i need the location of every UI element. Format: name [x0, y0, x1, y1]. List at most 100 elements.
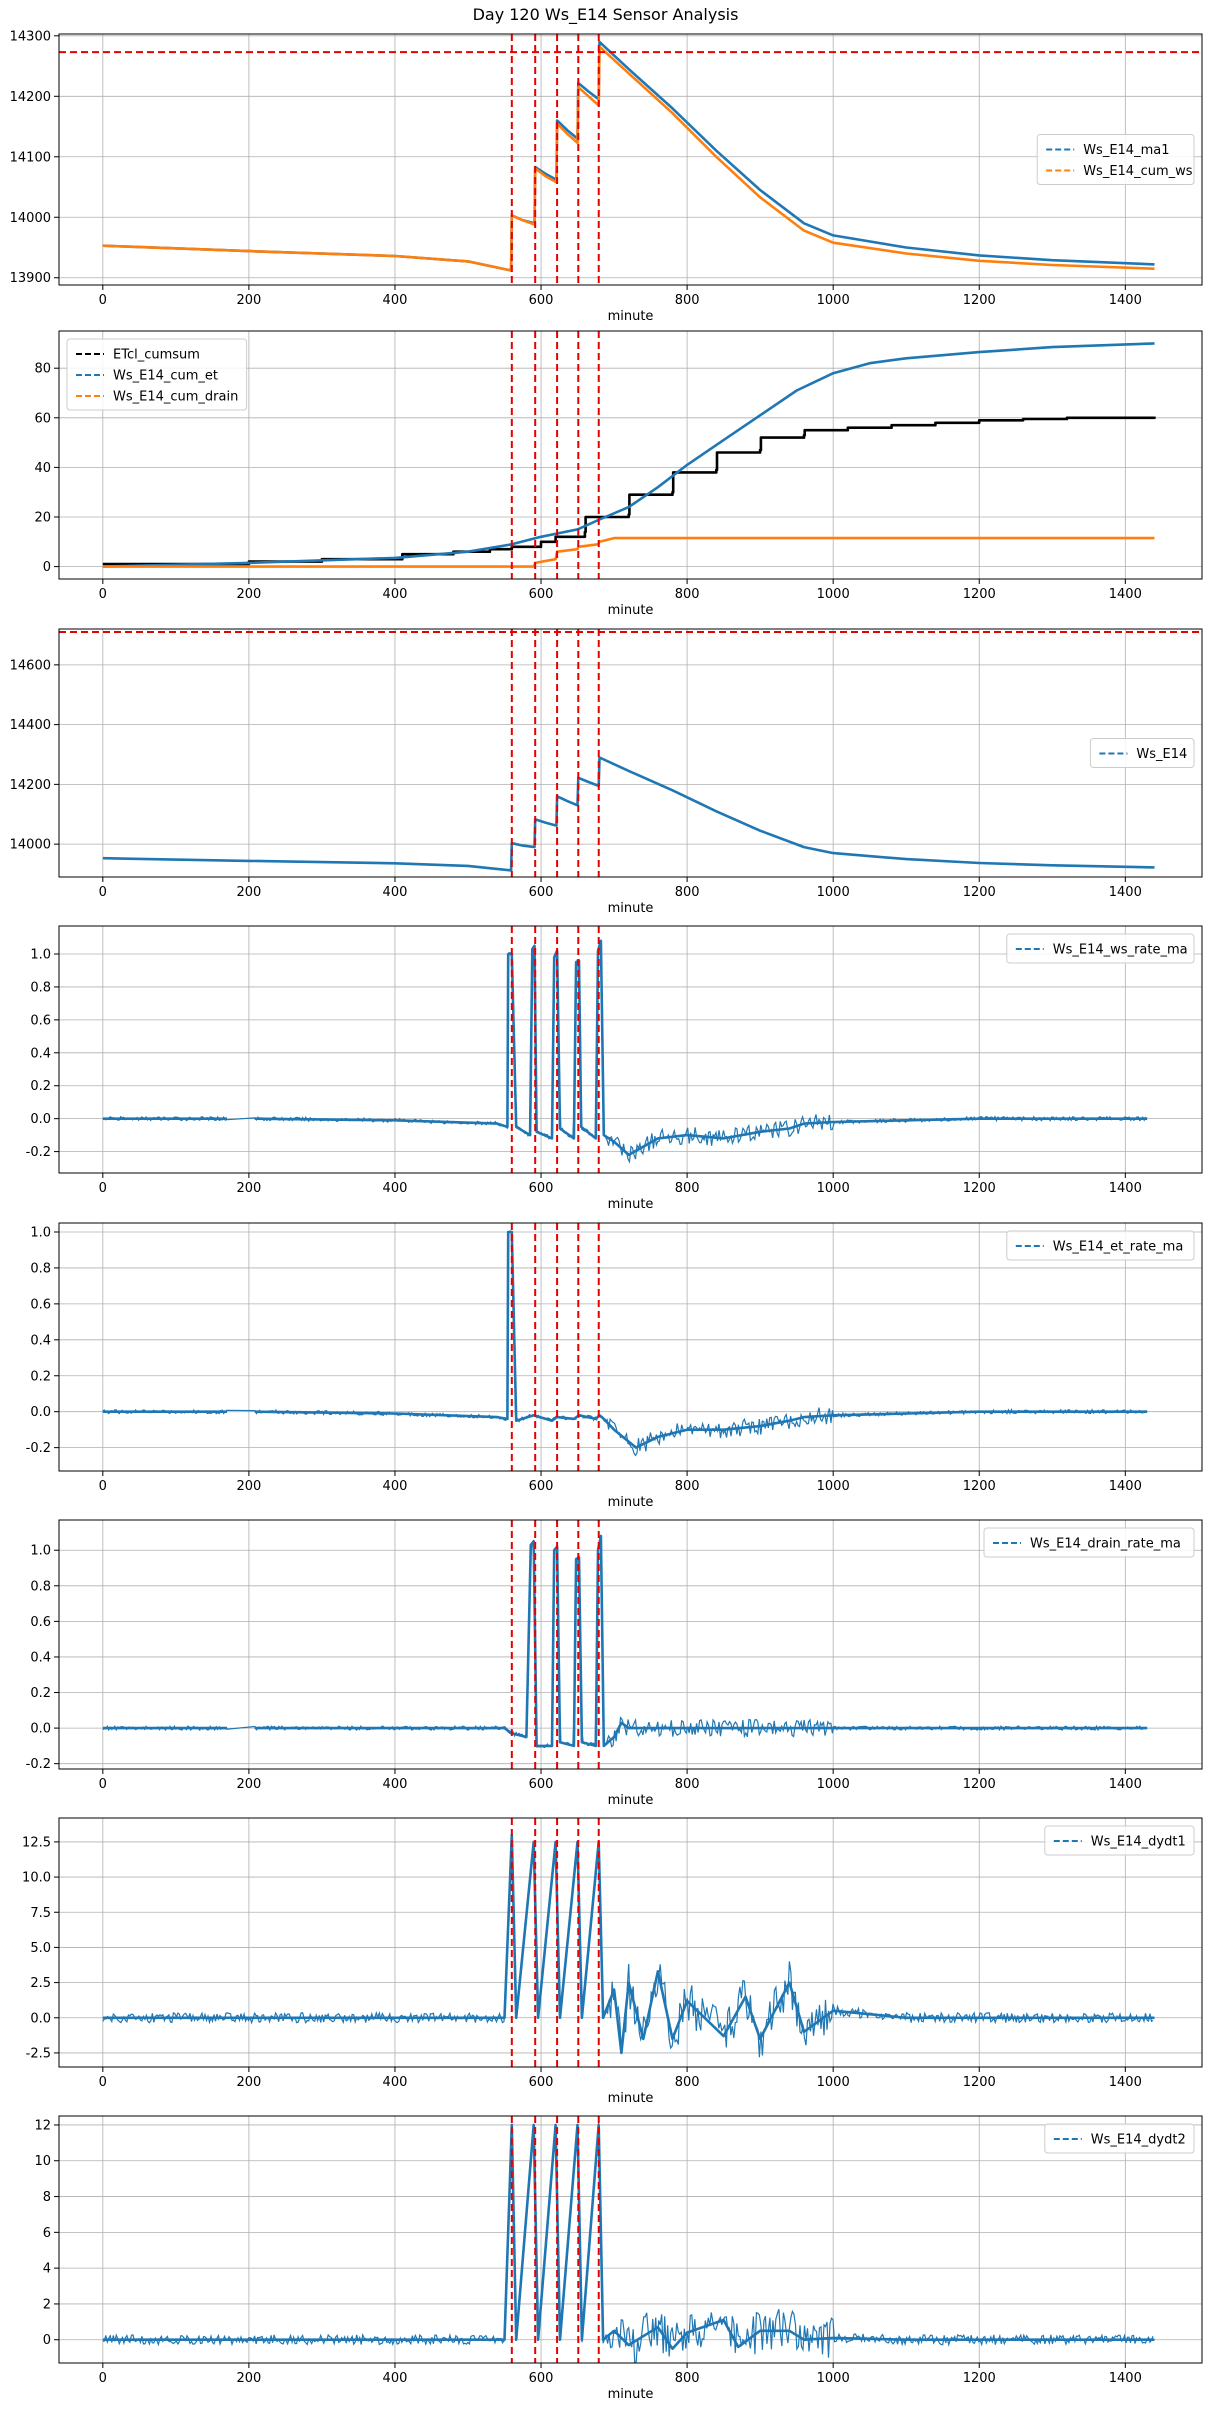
y-tick-label: -0.2	[26, 1441, 51, 1456]
x-tick-label: 600	[529, 885, 554, 900]
chart-panel-6: 0 200 400 600 800 1000 1200 1400 -0.2 0.0 0.2 0.4 0.…	[26, 1519, 1203, 1808]
y-tick-label: 0.8	[30, 1579, 51, 1594]
plot-area	[102, 1520, 1148, 1769]
x-tick-label: 1200	[963, 1777, 996, 1792]
y-tick-label: 40	[34, 461, 51, 476]
y-tick-label: 14000	[10, 838, 51, 853]
x-axis-label: minute	[608, 1793, 654, 1808]
x-tick-label: 1000	[817, 885, 850, 900]
x-tick-label: 0	[99, 885, 107, 900]
y-tick-label: 0.0	[30, 2011, 51, 2026]
y-tick-label: 0.4	[30, 1046, 51, 1061]
y-tick-label: 0.2	[30, 1079, 51, 1094]
series-noise-Ws_E14_dydt1	[102, 1840, 1154, 2058]
legend-box	[1044, 2123, 1195, 2154]
x-tick-label: 600	[529, 1777, 554, 1792]
x-tick-label: 400	[383, 885, 408, 900]
x-tick-label: 800	[675, 2371, 700, 2386]
x-tick-label: 800	[675, 1777, 700, 1792]
y-tick-label: 0.0	[30, 1405, 51, 1420]
legend-entry: Ws_E14_dydt1	[1091, 1835, 1186, 1850]
series-noise-Ws_E14_ws_rate_ma	[102, 943, 1147, 1164]
x-tick-label: 1000	[817, 587, 850, 602]
y-tick-label: -0.2	[26, 1145, 51, 1160]
y-tick-label: 14600	[10, 658, 51, 673]
legend-box	[66, 338, 248, 411]
legend: Ws_E14_et_rate_ma	[1006, 1230, 1195, 1261]
x-tick-label: 400	[383, 1479, 408, 1494]
y-tick-label: 14400	[10, 718, 51, 733]
series-line-Ws_E14_ws_rate_ma	[102, 939, 1148, 1157]
y-tick-label: 0	[43, 560, 51, 575]
x-tick-label: 400	[383, 2075, 408, 2090]
legend-box	[1006, 933, 1195, 964]
series-line-Ws_E14_cum_ws	[102, 45, 1155, 272]
plot-frame	[58, 925, 1203, 1174]
series-line-Ws_E14_ma1	[102, 40, 1155, 272]
legend-entry: Ws_E14_ma1	[1083, 143, 1169, 158]
legend-box	[1006, 1230, 1195, 1261]
y-tick-label: 6	[43, 2226, 51, 2241]
y-tick-label: 0.4	[30, 1333, 51, 1348]
y-tick-label: 14100	[10, 150, 51, 165]
y-tick-label: 1.0	[30, 1544, 51, 1559]
legend-entry: ETcl_cumsum	[113, 348, 200, 363]
plot-area	[102, 1818, 1155, 2067]
y-tick-label: 4	[43, 2262, 51, 2277]
y-tick-label: 14200	[10, 90, 51, 105]
series-noise-Ws_E14_drain_rate_ma	[102, 1541, 1146, 1749]
y-tick-label: 12	[34, 2118, 51, 2133]
legend-entry: Ws_E14_dydt2	[1091, 2133, 1186, 2148]
x-tick-label: 0	[99, 2075, 107, 2090]
y-tick-label: 0.6	[30, 1297, 51, 1312]
y-tick-label: 14300	[10, 29, 51, 44]
y-tick-label: 0.2	[30, 1369, 51, 1384]
x-tick-label: 800	[675, 1479, 700, 1494]
y-tick-label: -2.5	[26, 2046, 51, 2061]
chart-panel-4: 0 200 400 600 800 1000 1200 1400 -0.2 0.0 0.2 0.4 0.…	[26, 925, 1203, 1212]
y-tick-label: 20	[34, 511, 51, 526]
x-tick-label: 400	[383, 1181, 408, 1196]
legend: Ws_E14_dydt1	[1044, 1825, 1195, 1856]
x-tick-label: 600	[529, 2075, 554, 2090]
x-tick-label: 200	[236, 1777, 261, 1792]
legend-entry: Ws_E14_ws_rate_ma	[1053, 943, 1188, 958]
legend: Ws_E14	[1089, 738, 1195, 768]
y-tick-label: 0.4	[30, 1650, 51, 1665]
y-tick-label: 12.5	[22, 1835, 51, 1850]
legend-box	[983, 1527, 1195, 1558]
x-tick-label: 1200	[963, 2371, 996, 2386]
x-axis-label: minute	[608, 901, 654, 916]
x-tick-label: 1200	[963, 1181, 996, 1196]
plot-area	[102, 1223, 1148, 1471]
chart-panel-8: 0 200 400 600 800 1000 1200 1400 0 2 4 6 8 10 12 minute…	[34, 2115, 1203, 2402]
series-line-Ws_E14_drain_rate_ma	[102, 1534, 1148, 1748]
plot-frame	[58, 1519, 1203, 1770]
x-tick-label: 0	[99, 293, 107, 308]
x-tick-label: 600	[529, 587, 554, 602]
y-tick-label: 0.8	[30, 1261, 51, 1276]
legend-entry: Ws_E14_cum_drain	[113, 390, 238, 405]
x-axis-label: minute	[608, 309, 654, 324]
y-tick-label: 8	[43, 2190, 51, 2205]
y-tick-label: -0.2	[26, 1757, 51, 1772]
y-tick-label: 60	[34, 411, 51, 426]
x-tick-label: 800	[675, 293, 700, 308]
legend-entry: Ws_E14_drain_rate_ma	[1030, 1537, 1181, 1552]
x-tick-label: 200	[236, 2371, 261, 2386]
y-tick-label: 13900	[10, 271, 51, 286]
x-axis-label: minute	[608, 2091, 654, 2106]
x-tick-label: 1400	[1109, 587, 1142, 602]
x-tick-label: 600	[529, 293, 554, 308]
plot-frame	[58, 628, 1203, 878]
x-tick-label: 1200	[963, 293, 996, 308]
x-tick-label: 1400	[1109, 1181, 1142, 1196]
plot-area	[102, 2116, 1155, 2363]
chart-panel-5: 0 200 400 600 800 1000 1200 1400 -0.2 0.0 0.2 0.4 0.…	[26, 1222, 1203, 1510]
plot-frame	[58, 330, 1203, 580]
x-tick-label: 1400	[1109, 2075, 1142, 2090]
legend-entry: Ws_E14_et_rate_ma	[1053, 1240, 1184, 1255]
y-tick-label: 0.0	[30, 1722, 51, 1737]
y-tick-label: 1.0	[30, 947, 51, 962]
